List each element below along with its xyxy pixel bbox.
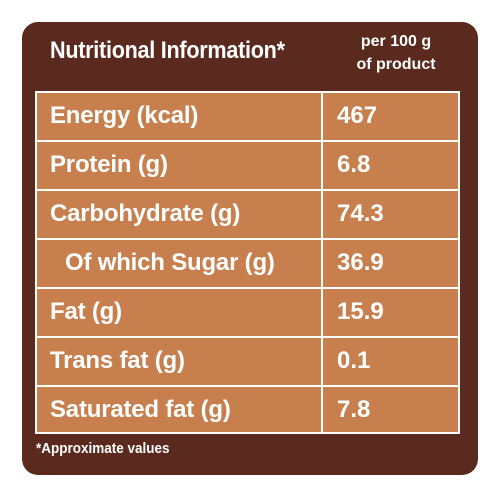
table-row-energy: Energy (kcal) 467: [37, 93, 458, 142]
nutrition-panel: Nutritional Information* per 100 g of pr…: [22, 22, 478, 475]
row-label: Energy (kcal): [50, 102, 199, 129]
table-row-sugar: Of which Sugar (g) 36.9: [37, 240, 458, 289]
row-label: Saturated fat (g): [50, 396, 231, 423]
table-header: Nutritional Information* per 100 g of pr…: [22, 22, 478, 92]
row-value: 467: [337, 102, 378, 129]
header-per-line1: per 100 g: [360, 33, 432, 50]
row-value: 36.9: [337, 249, 384, 276]
row-label: Fat (g): [50, 298, 122, 325]
table-row-carbohydrate: Carbohydrate (g) 74.3: [37, 191, 458, 240]
table-row-fat: Fat (g) 15.9: [37, 289, 458, 338]
row-value: 15.9: [337, 298, 384, 325]
table-row-trans-fat: Trans fat (g) 0.1: [37, 338, 458, 387]
row-value: 7.8: [337, 396, 371, 423]
row-value: 74.3: [337, 200, 384, 227]
header-per-line2: of product: [356, 56, 436, 73]
row-label: Trans fat (g): [50, 347, 185, 374]
row-label: Carbohydrate (g): [50, 200, 241, 227]
row-value: 0.1: [337, 347, 371, 374]
table-row-protein: Protein (g) 6.8: [37, 142, 458, 191]
header-per-serving: per 100 g of product: [350, 30, 442, 76]
row-label: Of which Sugar (g): [65, 249, 275, 276]
footnote: *Approximate values: [36, 440, 170, 457]
header-title: Nutritional Information*: [50, 37, 285, 64]
row-value: 6.8: [337, 151, 371, 178]
row-label: Protein (g): [50, 151, 168, 178]
table-row-saturated-fat: Saturated fat (g) 7.8: [37, 387, 458, 436]
nutrition-table: Energy (kcal) 467 Protein (g) 6.8 Carboh…: [35, 91, 460, 434]
column-divider: [321, 93, 323, 432]
